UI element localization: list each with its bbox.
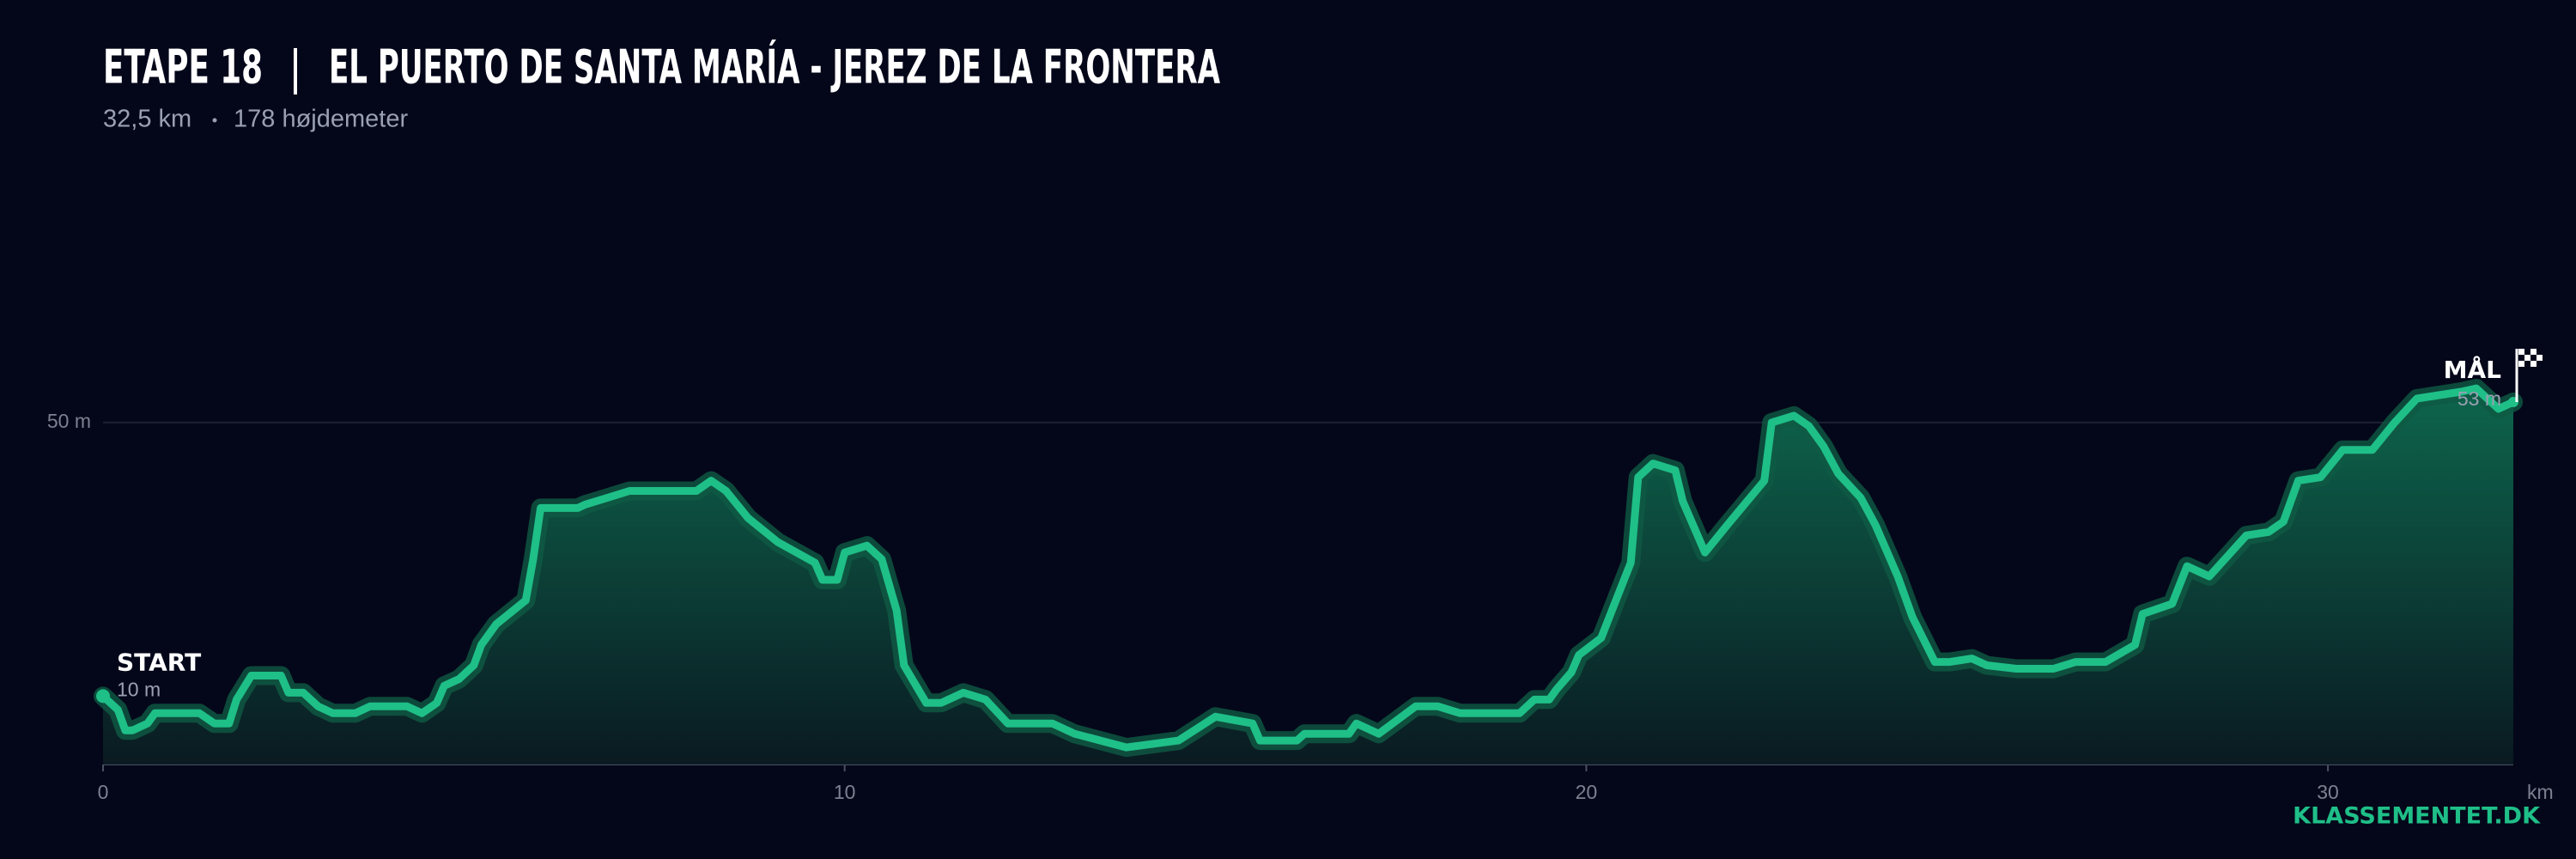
flag-cell — [2518, 354, 2524, 361]
y-tick-label: 50 m — [47, 410, 91, 432]
source: KLASSEMENTET.DK — [2293, 803, 2541, 830]
flag-cell — [2518, 360, 2524, 367]
distance: 32,5 km — [103, 106, 191, 133]
flag-cell — [2537, 348, 2543, 355]
flag-cell — [2530, 348, 2537, 355]
subtitle-separator — [212, 118, 217, 123]
flag-cell — [2537, 360, 2543, 367]
flag-cell — [2518, 348, 2524, 355]
flag-cell — [2524, 348, 2530, 355]
stage-label: ETAPE 18 — [103, 40, 263, 94]
x-tick-label: 30 — [2317, 781, 2339, 803]
elevation-line — [99, 384, 2518, 752]
flag-cell — [2524, 354, 2530, 361]
finish-value: 53 m — [2458, 387, 2501, 410]
flag-cell — [2530, 360, 2537, 367]
x-tick-label: 20 — [1576, 781, 1598, 803]
x-axis-unit: km — [2527, 781, 2554, 803]
flag-cell — [2524, 360, 2530, 367]
flag-cell — [2530, 354, 2537, 361]
start-marker — [96, 689, 110, 704]
chart-title: EL PUERTO DE SANTA MARÍA - JEREZ DE LA F… — [329, 40, 1220, 94]
flag-cell — [2537, 354, 2543, 361]
climb: 178 højdemeter — [234, 106, 408, 133]
elevation-area — [103, 388, 2513, 765]
start-value: 10 m — [117, 678, 161, 700]
start-label: START — [117, 648, 201, 676]
x-tick-label: 10 — [834, 781, 856, 803]
finish-label: MÅL — [2444, 355, 2502, 384]
x-tick-label: 0 — [98, 781, 109, 803]
